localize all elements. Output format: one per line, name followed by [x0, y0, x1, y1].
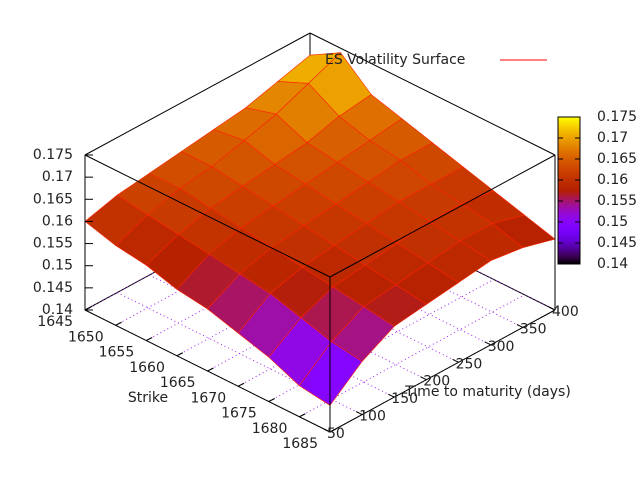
- y-tick: [516, 323, 524, 328]
- colorbar-tick-label: 0.16: [597, 172, 628, 188]
- colorbar: [557, 116, 581, 265]
- colorbar-tick-label: 0.15: [597, 214, 628, 230]
- x-tick-label: 1670: [190, 390, 226, 406]
- y-tick-label: 100: [359, 409, 386, 425]
- y-tick: [484, 341, 491, 346]
- y-tick: [388, 393, 395, 398]
- z-tick-label: 0.15: [42, 258, 73, 274]
- z-tick-label: 0.16: [42, 213, 73, 229]
- x-tick: [115, 321, 122, 326]
- x-tick-label: 1665: [160, 375, 196, 391]
- x-tick-label: 1685: [282, 436, 318, 452]
- z-tick-label: 0.155: [33, 236, 73, 252]
- z-tick-label: 0.17: [42, 169, 73, 185]
- x-tick-label: 1650: [68, 329, 104, 345]
- box-edge: [309, 32, 556, 156]
- x-tick: [207, 367, 214, 372]
- y-tick: [323, 428, 331, 433]
- x-tick: [176, 352, 184, 357]
- box-edge: [84, 32, 311, 156]
- colorbar-tick-label: 0.17: [597, 130, 628, 146]
- y-tick: [420, 376, 427, 381]
- x-tick-label: 1660: [129, 360, 165, 376]
- x-tick-label: 1655: [99, 345, 135, 361]
- y-tick-label: 200: [423, 374, 450, 390]
- x-tick-label: 1645: [37, 314, 73, 330]
- x-tick-label: 1680: [252, 421, 288, 437]
- box-edge: [84, 154, 331, 278]
- x-tick: [84, 306, 92, 311]
- x-tick: [268, 398, 275, 402]
- colorbar-tick-label: 0.145: [597, 235, 637, 251]
- x-tick: [299, 413, 306, 418]
- x-tick: [146, 337, 153, 341]
- y-tick-label: 150: [391, 391, 418, 407]
- x-tick-label: 1675: [221, 406, 257, 422]
- box-edge: [329, 154, 556, 278]
- y-tick-label: 250: [456, 356, 483, 372]
- x-tick: [237, 382, 245, 387]
- colorbar-tick-label: 0.175: [597, 109, 637, 125]
- legend-label: ES Volatility Surface: [325, 52, 465, 68]
- y-axis-label: Time to maturity (days): [404, 384, 571, 400]
- x-tick: [329, 428, 337, 433]
- z-tick-label: 0.165: [33, 191, 73, 207]
- colorbar-tick-label: 0.14: [597, 256, 628, 272]
- y-tick: [548, 306, 556, 311]
- y-tick-label: 300: [488, 339, 515, 355]
- y-tick-label: 50: [327, 426, 345, 442]
- z-tick-label: 0.145: [33, 280, 73, 296]
- x-axis-label: Strike: [128, 390, 168, 406]
- colorbar-tick-label: 0.165: [597, 151, 637, 167]
- z-tick-label: 0.14: [42, 302, 73, 318]
- y-tick: [452, 358, 459, 363]
- y-tick: [355, 411, 363, 416]
- y-tick-label: 350: [520, 321, 547, 337]
- axis-line: [329, 309, 556, 433]
- y-tick-label: 400: [552, 304, 579, 320]
- z-tick-label: 0.175: [33, 147, 73, 163]
- surface-cell: [298, 341, 363, 406]
- colorbar-tick-label: 0.155: [597, 193, 637, 209]
